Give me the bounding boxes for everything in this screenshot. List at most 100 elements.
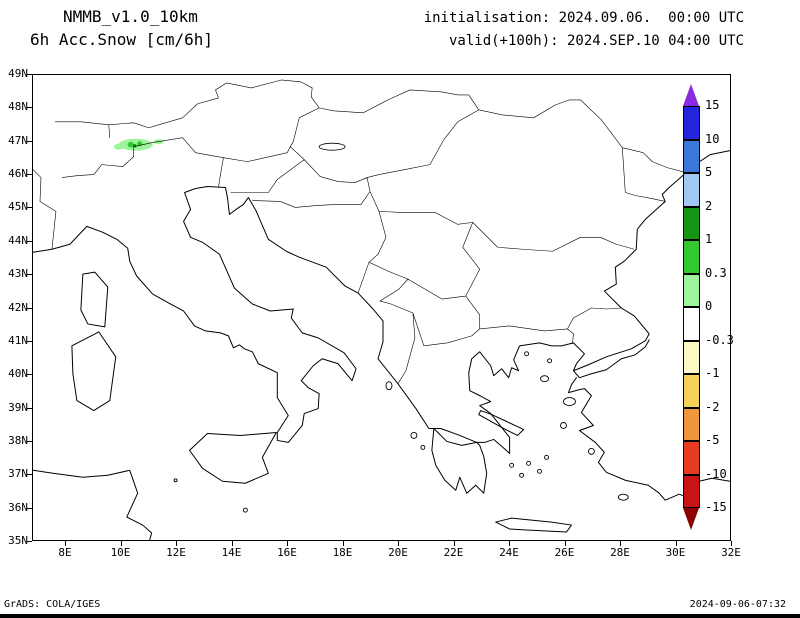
lon-tick-mark: [731, 541, 732, 546]
lat-tick-label: 37N: [8, 467, 28, 481]
colorbar-level-label: 2: [705, 198, 713, 213]
lat-tick-mark: [27, 207, 32, 209]
lon-tick-label: 12E: [166, 546, 186, 559]
colorbar-level-label: -5: [705, 433, 720, 447]
country-borders: [33, 79, 687, 384]
coast-sicily: [189, 431, 277, 484]
lon-tick-mark: [120, 541, 122, 546]
lat-tick-label: 36N: [8, 500, 28, 514]
lon-tick-mark: [342, 541, 344, 546]
colorbar-bottom-arrow: [683, 508, 699, 530]
lon-tick-mark: [287, 541, 288, 546]
lon-tick-mark: [509, 541, 510, 546]
lon-tick-label: 22E: [443, 546, 464, 559]
colorbar: [683, 84, 700, 530]
lat-tick-label: 41N: [8, 333, 28, 347]
colorbar-top-arrow: [683, 84, 699, 106]
field-title: 6h Acc.Snow [cm/6h]: [30, 30, 214, 49]
map-frame: [32, 74, 731, 541]
coast-euboea: [478, 410, 525, 436]
colorbar-segment: [683, 340, 700, 374]
lon-tick-label: 32E: [721, 546, 741, 559]
lat-tick-mark: [27, 174, 32, 176]
colorbar-segment: [683, 374, 700, 408]
lake-balaton: [318, 142, 346, 151]
lat-tick-label: 48N: [8, 100, 28, 114]
colorbar-level-label: 15: [705, 98, 720, 112]
lon-tick-mark: [398, 541, 399, 546]
colorbar-level-label: 1: [705, 232, 713, 246]
lat-tick-mark: [27, 440, 32, 442]
lat-tick-label: 43N: [8, 267, 28, 281]
colorbar-segment: [683, 407, 700, 441]
snow-shading: [113, 138, 164, 151]
coast-small-islands: [173, 351, 629, 513]
lat-tick-mark: [27, 474, 32, 476]
bottom-rule: [0, 614, 800, 618]
lat-tick-label: 47N: [8, 133, 28, 147]
coast-marmara-south: [572, 339, 650, 379]
lat-tick-mark: [27, 507, 32, 509]
lat-tick-label: 40N: [8, 367, 28, 381]
colorbar-level-label: 10: [705, 131, 720, 146]
colorbar-level-label: -1: [705, 366, 720, 380]
colorbar-level-label: -10: [705, 466, 727, 481]
colorbar-level-label: 5: [705, 165, 713, 179]
lat-tick-mark: [27, 307, 32, 309]
lat-tick-mark: [27, 240, 32, 242]
lon-tick-mark: [176, 541, 177, 546]
lon-tick-mark: [231, 541, 233, 546]
lat-tick-label: 44N: [8, 233, 28, 247]
colorbar-segment: [683, 240, 700, 274]
colorbar-segment: [683, 173, 700, 207]
lat-tick-label: 35N: [8, 534, 28, 547]
colorbar-level-label: -2: [705, 399, 720, 414]
colorbar-segment: [683, 273, 700, 307]
map-canvas: [33, 79, 730, 540]
coast-corsica: [80, 271, 109, 328]
colorbar-level-label: -0.3: [705, 332, 734, 347]
coastlines: [33, 150, 730, 540]
lon-tick-label: 20E: [388, 546, 408, 559]
lat-tick-label: 45N: [8, 200, 28, 214]
lon-tick-label: 30E: [665, 546, 686, 559]
lat-tick-label: 39N: [8, 400, 28, 414]
colorbar-segments: [683, 106, 700, 508]
colorbar-segment: [683, 206, 700, 240]
lon-tick-label: 14E: [221, 546, 242, 559]
coast-crete: [495, 517, 572, 533]
lon-tick-mark: [620, 541, 621, 546]
colorbar-segment: [683, 441, 700, 475]
lon-tick-mark: [453, 541, 455, 546]
lat-tick-mark: [27, 107, 32, 109]
lon-tick-label: 24E: [499, 546, 519, 559]
coast-mainland: [33, 150, 730, 454]
creation-timestamp: 2024-09-06-07:32: [689, 599, 786, 610]
lat-tick-mark: [27, 74, 32, 75]
lon-tick-mark: [675, 541, 677, 546]
lon-tick-label: 28E: [610, 546, 630, 559]
colorbar-level-label: -15: [705, 500, 727, 514]
colorbar-segment: [683, 307, 700, 341]
colorbar-segment: [683, 474, 700, 508]
init-time-label: initialisation: 2024.09.06. 00:00 UTC: [423, 10, 744, 26]
lon-tick-label: 8E: [58, 546, 72, 559]
colorbar-segment: [683, 106, 700, 140]
lon-tick-label: 16E: [277, 546, 297, 559]
lat-tick-mark: [27, 407, 32, 409]
colorbar-level-label: 0.3: [705, 265, 727, 280]
lon-tick-label: 18E: [332, 546, 353, 559]
grads-credit: GrADS: COLA/IGES: [4, 599, 101, 610]
coast-sardinia: [71, 331, 117, 412]
lat-tick-label: 49N: [8, 67, 28, 80]
lat-tick-label: 42N: [8, 300, 28, 314]
lon-tick-label: 10E: [110, 546, 131, 559]
lat-tick-mark: [27, 340, 32, 342]
colorbar-segment: [683, 139, 700, 173]
lat-tick-mark: [27, 541, 32, 542]
lat-tick-label: 38N: [8, 433, 28, 447]
lon-tick-mark: [65, 541, 66, 546]
valid-time-label: valid(+100h): 2024.SEP.10 04:00 UTC: [448, 33, 744, 49]
lon-tick-mark: [564, 541, 566, 546]
